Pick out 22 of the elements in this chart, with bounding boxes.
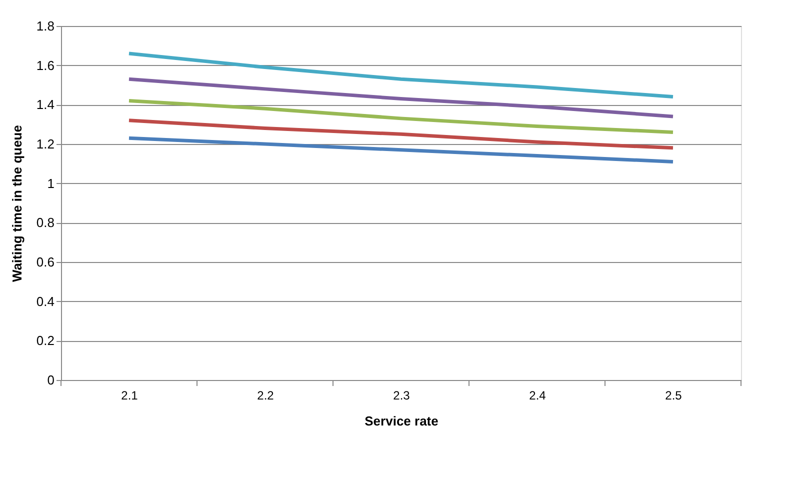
y-axis-title: Waiting time in the queue bbox=[9, 125, 24, 282]
x-tick-label: 2.3 bbox=[393, 388, 410, 402]
y-tick-label: 0.6 bbox=[36, 254, 54, 270]
line-series bbox=[127, 77, 675, 118]
line-series bbox=[127, 118, 675, 150]
x-tick-label: 2.1 bbox=[121, 388, 138, 402]
line-series bbox=[127, 98, 675, 134]
y-tick-label: 0 bbox=[47, 372, 54, 388]
y-tick-label: 0.4 bbox=[36, 294, 54, 309]
x-tick-label: 2.2 bbox=[257, 388, 274, 402]
y-tick-label: 0.2 bbox=[36, 333, 54, 348]
y-tick-label: 0.8 bbox=[36, 215, 54, 230]
x-tick-label: 2.4 bbox=[529, 388, 546, 402]
y-tick-label: 1 bbox=[47, 176, 54, 191]
x-tick-label: 2.5 bbox=[665, 388, 682, 402]
y-tick-label: 1.2 bbox=[36, 136, 54, 152]
line-series bbox=[127, 136, 675, 164]
y-tick-label: 1.4 bbox=[36, 97, 54, 112]
line-series bbox=[127, 52, 675, 99]
x-axis-title: Service rate bbox=[364, 414, 438, 428]
y-tick-label: 1.8 bbox=[36, 18, 54, 34]
y-tick-label: 1.6 bbox=[36, 58, 54, 73]
